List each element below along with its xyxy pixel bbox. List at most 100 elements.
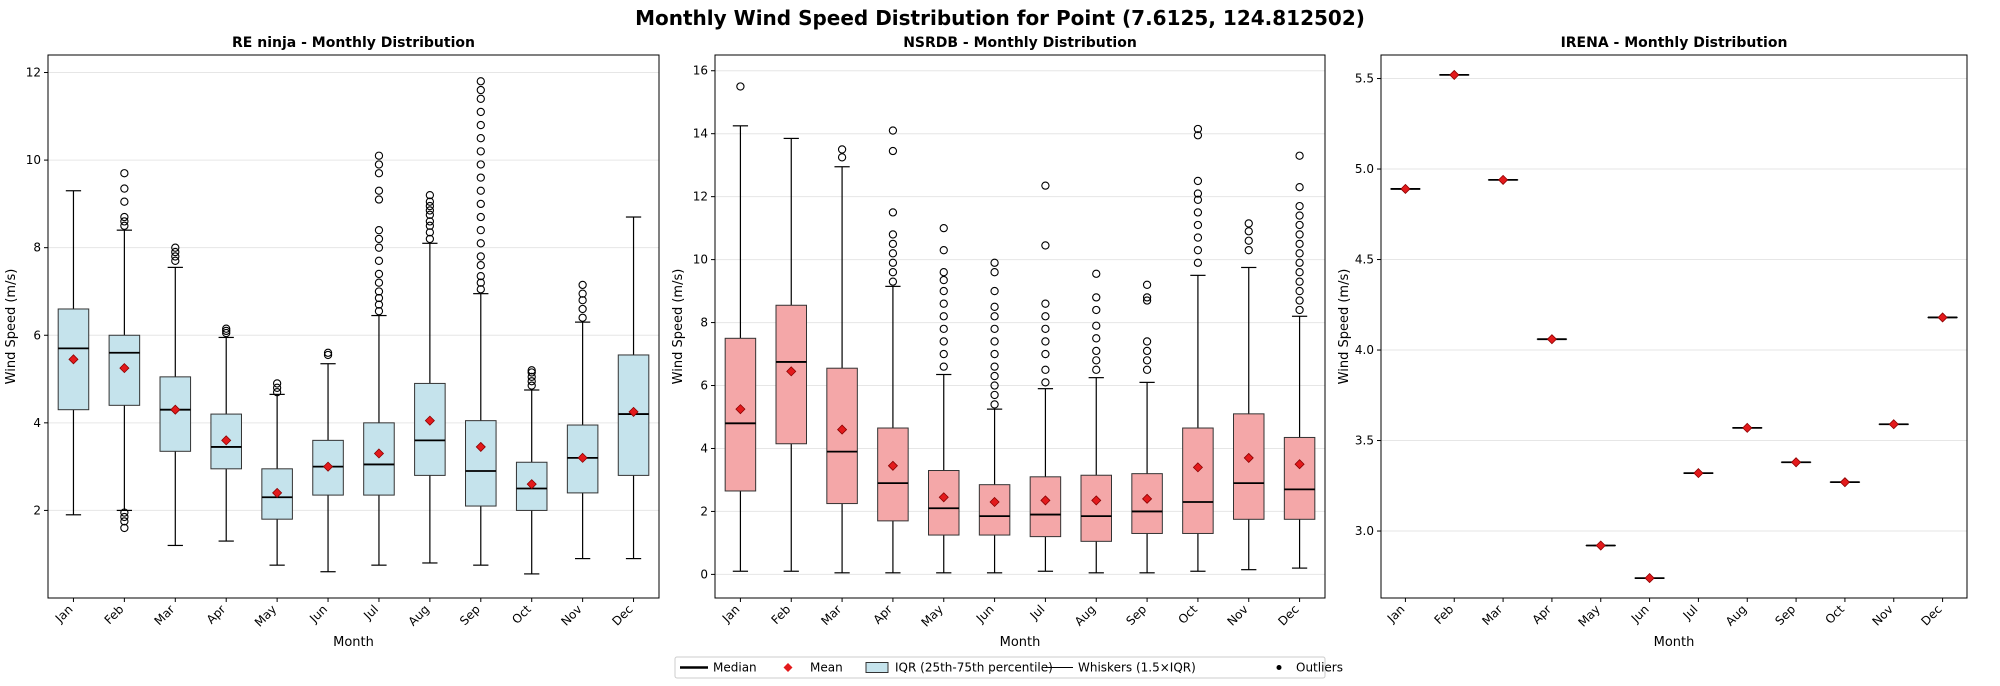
iqr-box [414, 382, 446, 476]
x-tick-label: Oct [1822, 602, 1847, 627]
mean-marker [938, 492, 949, 503]
outlier-point [222, 328, 231, 338]
outlier-point [939, 337, 948, 346]
box-nov [566, 280, 599, 560]
outlier-point [1193, 195, 1203, 204]
outlier-point [120, 512, 129, 522]
box-jul [363, 151, 395, 566]
outlier-point [1193, 220, 1203, 230]
box-feb [1439, 69, 1470, 80]
x-tick-label: Jun [1628, 602, 1652, 626]
outlier-point [1092, 356, 1101, 365]
panel-2: 0 2 4 6 8 10 12 14 16 Jan Feb Mar Apr May Jun Jul Aug Sep… [671, 35, 1326, 650]
mean-marker [1791, 457, 1802, 468]
outlier-point [1142, 337, 1152, 346]
x-tick-label: Sep [457, 602, 483, 628]
mean-marker [1192, 462, 1203, 473]
outlier-point [578, 289, 587, 298]
outlier-point [888, 146, 898, 156]
outlier-point [222, 326, 231, 336]
mean-marker [1091, 495, 1102, 506]
y-tick-label: 3.0 [1355, 524, 1374, 538]
mean-marker [1400, 183, 1411, 195]
x-tick-label: Dec [1275, 602, 1301, 628]
axes-frame [47, 54, 660, 599]
legend-outlier-swatch [1276, 665, 1282, 670]
y-tick-label: 2 [33, 503, 41, 517]
outlier-point [578, 304, 587, 314]
x-tick-label: May [1575, 602, 1602, 629]
y-tick-label: 6 [33, 328, 41, 342]
outlier-point [476, 199, 485, 209]
outlier-point [1193, 124, 1203, 134]
outlier-point [1142, 293, 1152, 302]
iqr-box [566, 424, 599, 494]
y-tick-label: 10 [693, 253, 708, 267]
iqr-box [724, 337, 757, 492]
mean-marker [1142, 493, 1153, 504]
outlier-point [939, 349, 948, 359]
outlier-point [374, 226, 384, 235]
box-jul [1029, 181, 1062, 572]
mean-marker [1839, 477, 1850, 488]
outlier-point [990, 362, 999, 371]
mean-marker [526, 479, 537, 490]
outlier-point [120, 217, 129, 226]
mean-marker [1644, 573, 1655, 584]
y-tick-label: 8 [33, 241, 41, 255]
outlier-point [1244, 227, 1253, 236]
mean-marker [837, 424, 848, 435]
x-tick-label: Jan [52, 602, 76, 626]
outlier-point [1193, 233, 1203, 242]
outlier-point [171, 243, 180, 252]
outlier-point [1041, 337, 1050, 346]
outlier-point [120, 508, 129, 517]
iqr-box [363, 422, 395, 496]
box-dec [1283, 151, 1316, 569]
mean-marker [221, 435, 232, 446]
x-tick-label: Nov [1869, 602, 1895, 628]
x-axis-label: Month [333, 635, 374, 650]
outlier-point [425, 221, 435, 230]
mean-marker [1742, 422, 1753, 433]
outlier-point [1193, 258, 1203, 267]
mean-marker [1040, 495, 1051, 506]
iqr-box [1029, 476, 1062, 538]
x-tick-label: Jun [973, 602, 997, 626]
mean-marker [68, 354, 79, 365]
outlier-point [171, 247, 180, 257]
box-may [261, 379, 293, 566]
outlier-point [120, 184, 129, 193]
outlier-point [1041, 312, 1050, 321]
outlier-point [476, 271, 485, 281]
x-tick-label: Mar [818, 602, 844, 628]
box-sep [1780, 457, 1812, 468]
outlier-point [527, 372, 536, 382]
outlier-point [888, 268, 898, 277]
box-may [1585, 540, 1616, 551]
outlier-point [578, 313, 587, 322]
legend-label: Outliers [1296, 661, 1343, 675]
iqr-box [465, 420, 497, 507]
outlier-point [990, 286, 999, 296]
legend-iqr-swatch [865, 662, 889, 673]
outlier-point [1193, 189, 1203, 198]
mean-marker [1294, 459, 1305, 470]
mean-marker [424, 415, 435, 426]
mean-marker [119, 363, 130, 374]
box-oct [1182, 124, 1214, 572]
outlier-point [120, 197, 129, 206]
y-tick-label: 16 [693, 64, 708, 78]
box-jul [1683, 468, 1714, 479]
outlier-point [425, 210, 435, 219]
box-oct [1829, 477, 1861, 488]
iqr-box [978, 484, 1011, 536]
outlier-point [374, 293, 384, 303]
box-aug [1080, 269, 1112, 574]
outlier-point [990, 371, 999, 381]
outlier-point [527, 377, 536, 386]
outlier-point [939, 324, 948, 334]
outlier-point [374, 169, 384, 178]
outlier-point [476, 77, 485, 86]
outlier-point [120, 212, 129, 222]
